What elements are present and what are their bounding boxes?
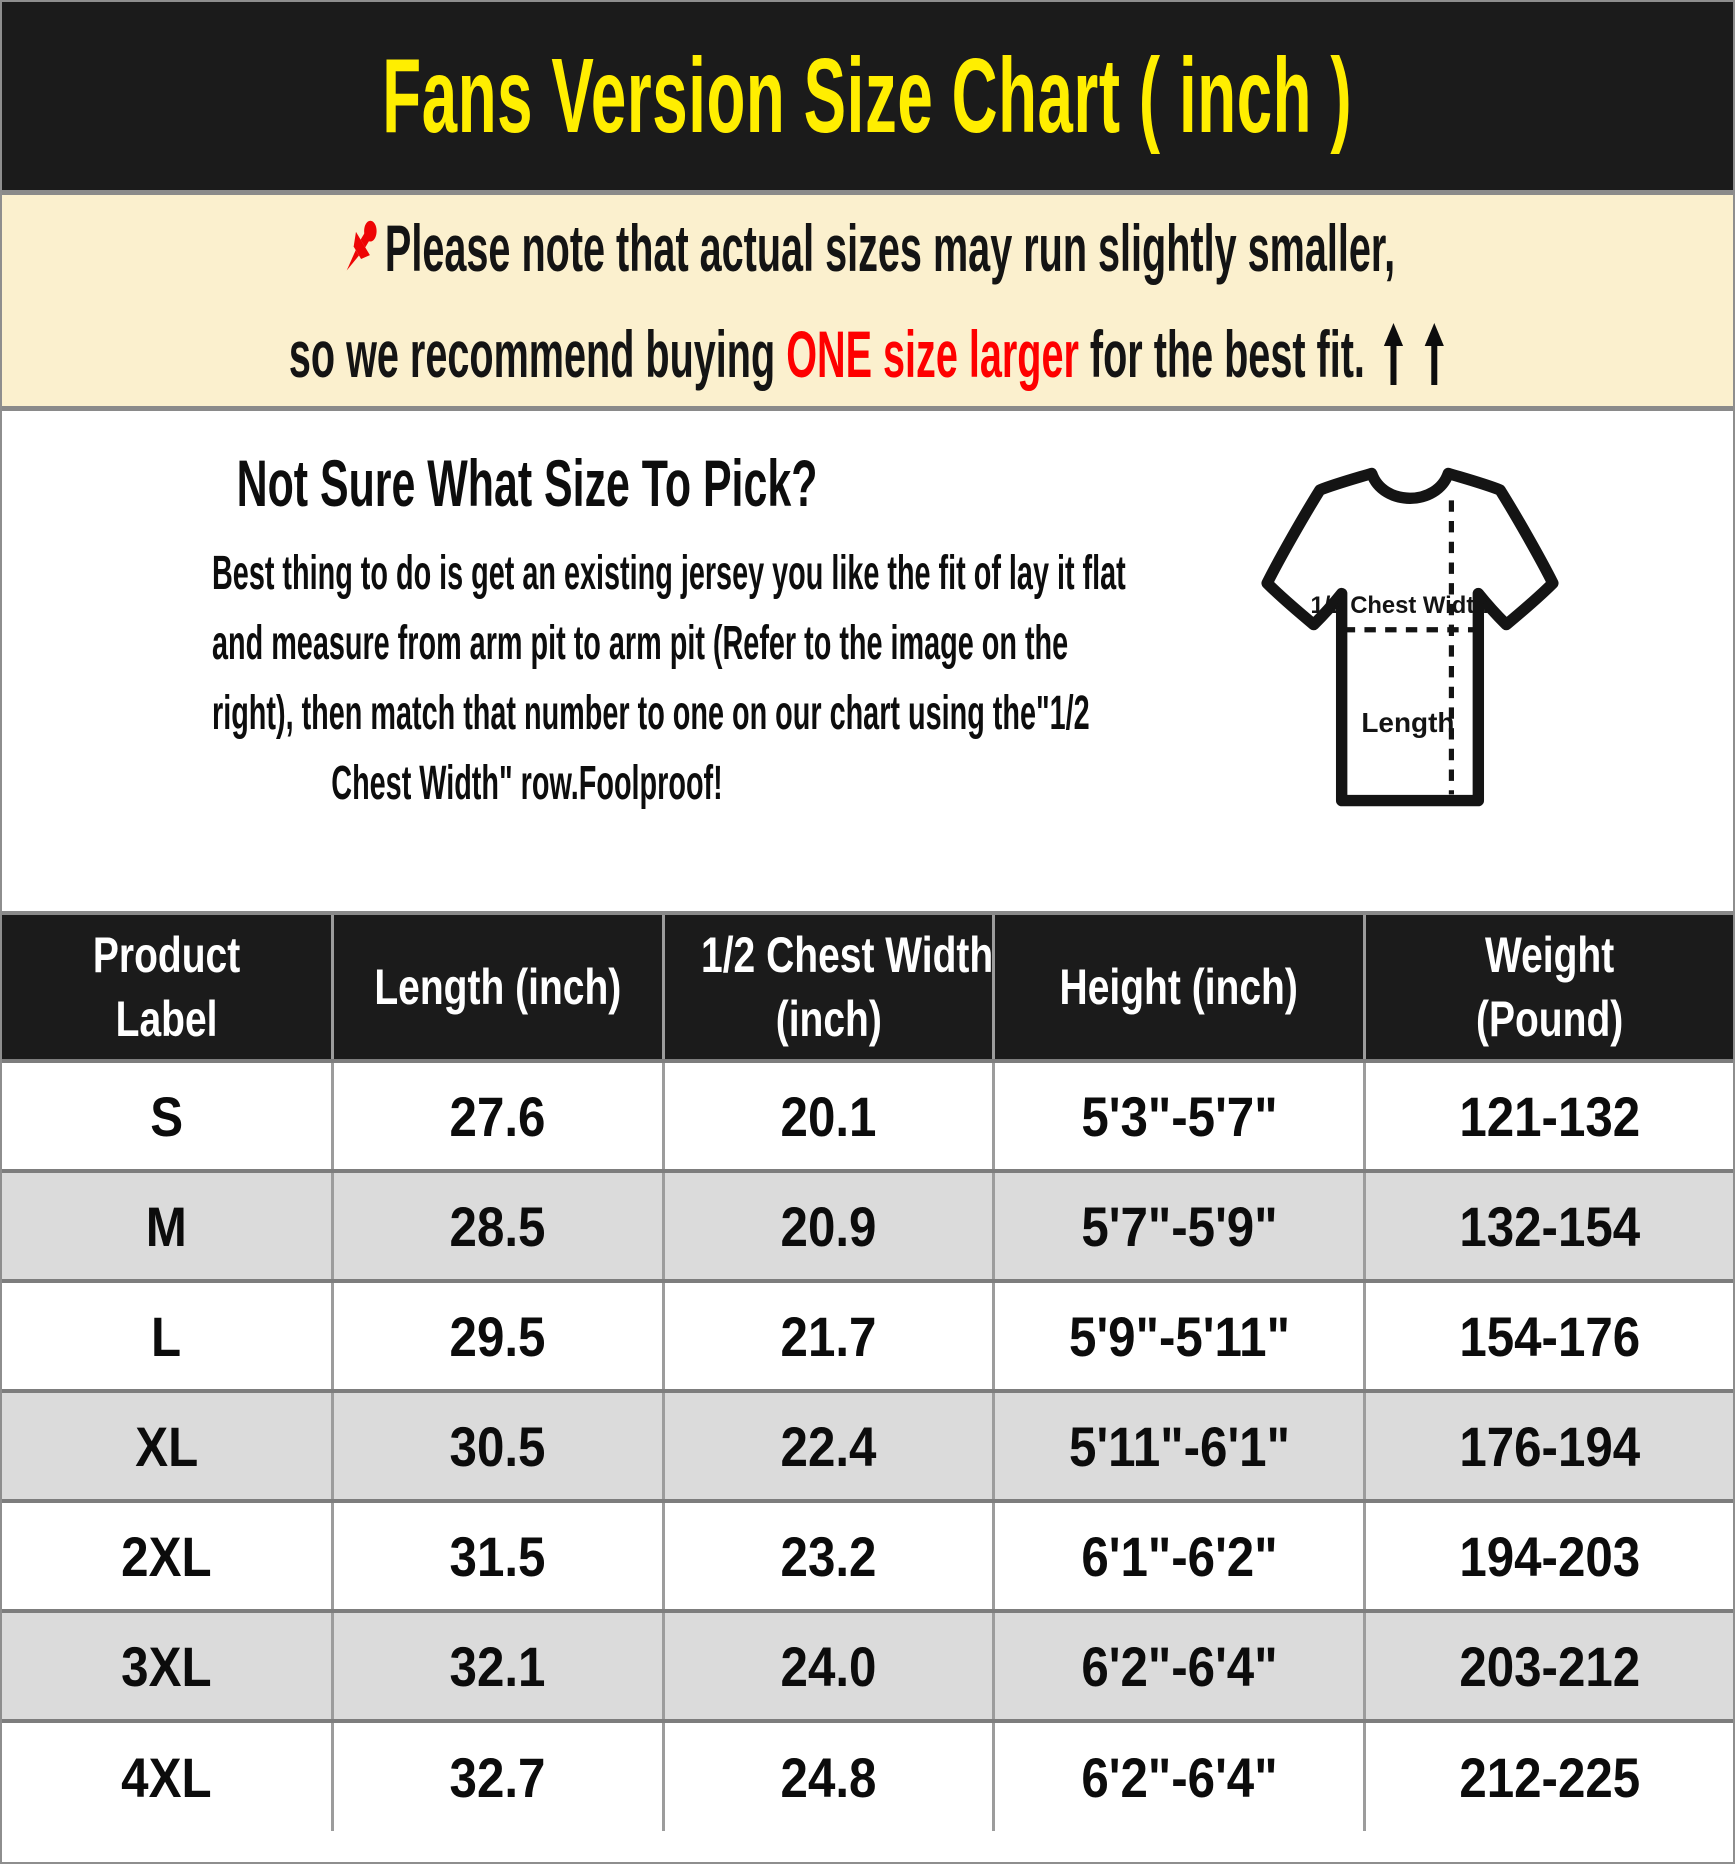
cell-chest-width: 20.9: [661, 1169, 994, 1281]
cell-length: 30.5: [331, 1389, 664, 1501]
up-arrow-icon: [1383, 322, 1404, 385]
table-row: 4XL 32.7 24.8 6'2"-6'4" 212-225: [2, 1719, 1733, 1831]
cell-length: 32.7: [331, 1719, 664, 1831]
table-row: M 28.5 20.9 5'7"-5'9" 132-154: [2, 1169, 1733, 1281]
guide-body-line: Chest Width" row.Foolproof!: [331, 757, 723, 810]
note-line-2: so we recommend buying ONE size larger f…: [289, 316, 1447, 392]
sizing-guide-text: Not Sure What Size To Pick? Best thing t…: [2, 445, 1126, 819]
table-row: 2XL 31.5 23.2 6'1"-6'2" 194-203: [2, 1499, 1733, 1611]
cell-length: 28.5: [331, 1169, 664, 1281]
cell-size-label: 3XL: [2, 1609, 333, 1721]
table-row: L 29.5 21.7 5'9"-5'11" 154-176: [2, 1279, 1733, 1391]
cell-size-label: 2XL: [2, 1499, 333, 1611]
cell-length: 31.5: [331, 1499, 664, 1611]
cell-size-label: L: [2, 1279, 333, 1391]
guide-body-line: right), then match that number to one on…: [212, 687, 1090, 740]
cell-height: 5'3"-5'7": [992, 1059, 1365, 1171]
cell-chest-width: 24.0: [661, 1609, 994, 1721]
cell-chest-width: 22.4: [661, 1389, 994, 1501]
note-highlight-text: ONE size larger: [785, 316, 1079, 391]
guide-body-line: Best thing to do is get an existing jers…: [212, 547, 1126, 600]
cell-weight: 154-176: [1362, 1279, 1733, 1391]
cell-chest-width: 21.7: [661, 1279, 994, 1391]
sizing-guide-section: Not Sure What Size To Pick? Best thing t…: [2, 411, 1733, 911]
col-header-length: Length (inch): [331, 911, 664, 1061]
note-line-1-text: Please note that actual sizes may run sl…: [384, 210, 1395, 285]
cell-length: 29.5: [331, 1279, 664, 1391]
cell-chest-width: 23.2: [661, 1499, 994, 1611]
note-banner: Please note that actual sizes may run sl…: [2, 190, 1733, 411]
col-header-height: Height (inch): [992, 911, 1365, 1061]
table-row: 3XL 32.1 24.0 6'2"-6'4" 203-212: [2, 1609, 1733, 1721]
cell-height: 6'2"-6'4": [992, 1719, 1365, 1831]
note-line-1: Please note that actual sizes may run sl…: [340, 210, 1395, 286]
cell-length: 32.1: [331, 1609, 664, 1721]
cell-height: 6'1"-6'2": [992, 1499, 1365, 1611]
tshirt-icon: 1/2 Chest Width Length: [1261, 467, 1559, 807]
title-bar: Fans Version Size Chart ( inch ): [2, 2, 1733, 190]
cell-chest-width: 20.1: [661, 1059, 994, 1171]
cell-length: 27.6: [331, 1059, 664, 1171]
cell-chest-width: 24.8: [661, 1719, 994, 1831]
cell-height: 5'11"-6'1": [992, 1389, 1365, 1501]
cell-height: 5'7"-5'9": [992, 1169, 1365, 1281]
cell-size-label: 4XL: [2, 1719, 333, 1831]
table-row: S 27.6 20.1 5'3"-5'7" 121-132: [2, 1059, 1733, 1171]
cell-weight: 132-154: [1362, 1169, 1733, 1281]
table-row: XL 30.5 22.4 5'11"-6'1" 176-194: [2, 1389, 1733, 1501]
col-header-product-label: Product Label: [2, 911, 333, 1061]
cell-size-label: XL: [2, 1389, 333, 1501]
note-line-2-prefix: so we recommend buying: [288, 316, 786, 391]
cell-weight: 194-203: [1362, 1499, 1733, 1611]
tshirt-measurement-diagram: 1/2 Chest Width Length: [1253, 461, 1567, 813]
note-line-2-suffix: for the best fit.: [1078, 316, 1365, 391]
page-title: Fans Version Size Chart ( inch ): [382, 36, 1353, 155]
up-arrow-icon: [1424, 322, 1444, 385]
cell-size-label: M: [2, 1169, 333, 1281]
col-header-weight: Weight (Pound): [1362, 911, 1733, 1061]
col-header-chest-width: 1/2 Chest Width (inch): [661, 911, 994, 1061]
cell-weight: 212-225: [1362, 1719, 1733, 1831]
cell-weight: 121-132: [1362, 1059, 1733, 1171]
table-header-row: Product Label Length (inch) 1/2 Chest Wid…: [2, 911, 1733, 1061]
cell-height: 5'9"-5'11": [992, 1279, 1365, 1391]
cell-weight: 203-212: [1362, 1609, 1733, 1721]
guide-heading: Not Sure What Size To Pick?: [236, 446, 818, 520]
cell-height: 6'2"-6'4": [992, 1609, 1365, 1721]
size-table: Product Label Length (inch) 1/2 Chest Wid…: [2, 911, 1733, 1831]
chest-width-label: 1/2 Chest Width: [1311, 592, 1489, 619]
cell-size-label: S: [2, 1059, 333, 1171]
pushpin-icon: [346, 220, 377, 271]
length-label: Length: [1361, 707, 1454, 738]
guide-body-line: and measure from arm pit to arm pit (Ref…: [212, 617, 1069, 670]
cell-weight: 176-194: [1362, 1389, 1733, 1501]
